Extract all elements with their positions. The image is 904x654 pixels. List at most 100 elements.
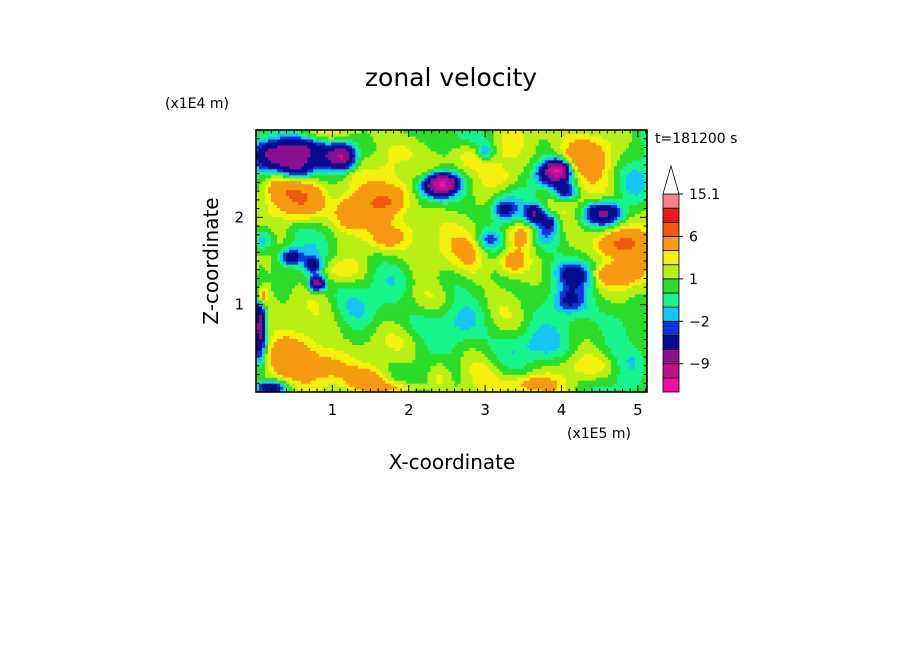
field-cell [598,299,603,304]
field-cell [346,371,350,375]
field-cell [412,302,417,307]
field-cell [409,350,413,354]
field-cell [613,353,618,357]
field-cell [286,377,290,381]
field-cell [298,311,302,316]
field-cell [415,347,420,351]
field-cell [634,389,639,392]
field-cell [391,386,395,390]
field-cell [373,362,377,366]
field-cell [508,323,513,328]
field-cell [496,338,501,342]
field-cell [586,377,591,381]
field-cell [430,335,435,340]
field-cell [379,326,383,331]
field-cell [631,323,636,328]
field-cell [487,383,492,387]
field-cell [304,389,308,392]
field-cell [607,356,612,360]
field-cell [427,353,432,357]
field-cell [307,338,311,342]
field-cell [547,335,552,340]
field-cell [472,383,477,387]
field-cell [520,389,525,392]
field-cell [397,374,401,378]
field-cell [385,338,389,342]
field-cell [574,362,579,366]
field-cell [319,326,323,331]
field-cell [262,320,266,325]
field-cell [358,347,362,351]
field-cell [619,377,624,381]
field-cell [442,308,447,313]
field-cell [433,323,438,328]
field-cell [448,302,453,307]
field-cell [274,308,278,313]
field-cell [532,362,537,366]
field-cell [391,290,395,295]
field-cell [343,329,347,334]
field-cell [505,377,510,381]
field-cell [625,374,630,378]
field-cell [625,380,630,384]
field-cell [445,326,450,331]
field-cell [472,341,477,345]
field-cell [388,338,392,342]
field-cell [292,293,296,298]
field-cell [613,320,618,325]
field-cell [481,353,486,357]
field-cell [472,380,477,384]
field-cell [583,371,588,375]
field-cell [292,305,296,310]
field-cell [391,380,395,384]
field-cell [481,332,486,337]
field-cell [559,332,564,337]
field-cell [262,317,266,322]
field-cell [292,314,296,319]
field-cell [346,377,350,381]
field-cell [454,296,459,301]
field-cell [412,344,417,348]
field-cell [562,302,567,307]
field-cell [268,371,272,375]
field-cell [286,296,290,301]
field-cell [544,311,549,316]
field-cell [400,389,404,392]
field-cell [520,383,525,387]
field-cell [373,335,377,340]
field-cell [523,347,528,351]
field-cell [334,380,338,384]
field-cell [610,377,615,381]
field-cell [613,365,618,369]
field-cell [487,299,492,304]
field-cell [460,338,465,342]
field-cell [556,374,561,378]
field-cell [454,356,459,360]
field-cell [484,287,489,292]
field-cell [424,317,429,322]
field-cell [433,347,438,351]
field-cell [358,362,362,366]
field-cell [256,368,260,372]
field-cell [424,287,429,292]
field-cell [475,314,480,319]
field-cell [268,386,272,390]
field-cell [613,335,618,340]
field-cell [583,377,588,381]
field-cell [484,356,489,360]
field-cell [496,335,501,340]
field-cell [340,320,344,325]
field-cell [412,290,417,295]
field-cell [532,305,537,310]
field-cell [451,389,456,392]
field-cell [643,344,647,348]
field-cell [580,356,585,360]
field-cell [529,323,534,328]
field-cell [370,290,374,295]
field-cell [271,356,275,360]
field-cell [580,365,585,369]
field-cell [619,290,624,295]
field-cell [358,380,362,384]
field-cell [553,314,558,319]
field-cell [493,368,498,372]
